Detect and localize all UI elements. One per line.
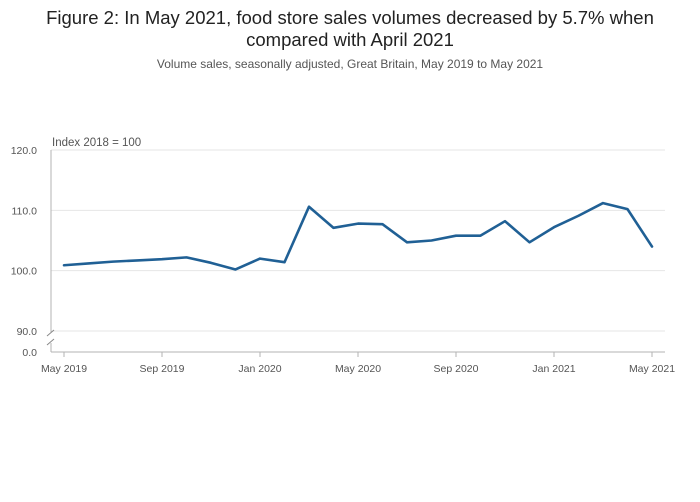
x-tick-label: Jan 2020 [238,363,281,375]
axes [46,150,665,357]
y-axis-unit-label: Index 2018 = 100 [52,137,141,149]
x-tick-label: May 2020 [335,363,381,375]
x-tick-label: Sep 2019 [140,363,185,375]
chart-title: Figure 2: In May 2021, food store sales … [0,7,700,51]
y-break-label: 0.0 [22,347,37,359]
axis-break-mark [46,338,55,346]
series-layer [62,201,654,271]
y-tick-label: 100.0 [11,266,37,278]
gridlines [51,149,665,332]
chart-title-line-2: compared with April 2021 [246,29,454,50]
x-tick-label: Jan 2021 [532,363,575,375]
y-tick-label: 110.0 [12,205,38,217]
axis-break-mark [46,329,55,337]
y-tick-label: 120.0 [11,145,37,157]
x-tick-label: May 2021 [629,363,675,375]
x-tick-label: May 2019 [41,363,87,375]
chart-title-line-1: Figure 2: In May 2021, food store sales … [46,7,654,28]
series-line [62,201,654,271]
y-tick-label: 90.0 [17,326,38,338]
x-tick-label: Sep 2020 [434,363,479,375]
chart-subtitle: Volume sales, seasonally adjusted, Great… [156,57,544,71]
axis-labels: 120.0 110.0 100.0 90.0 0.0 May 2019 Sep 2019 Ja… [11,137,675,375]
